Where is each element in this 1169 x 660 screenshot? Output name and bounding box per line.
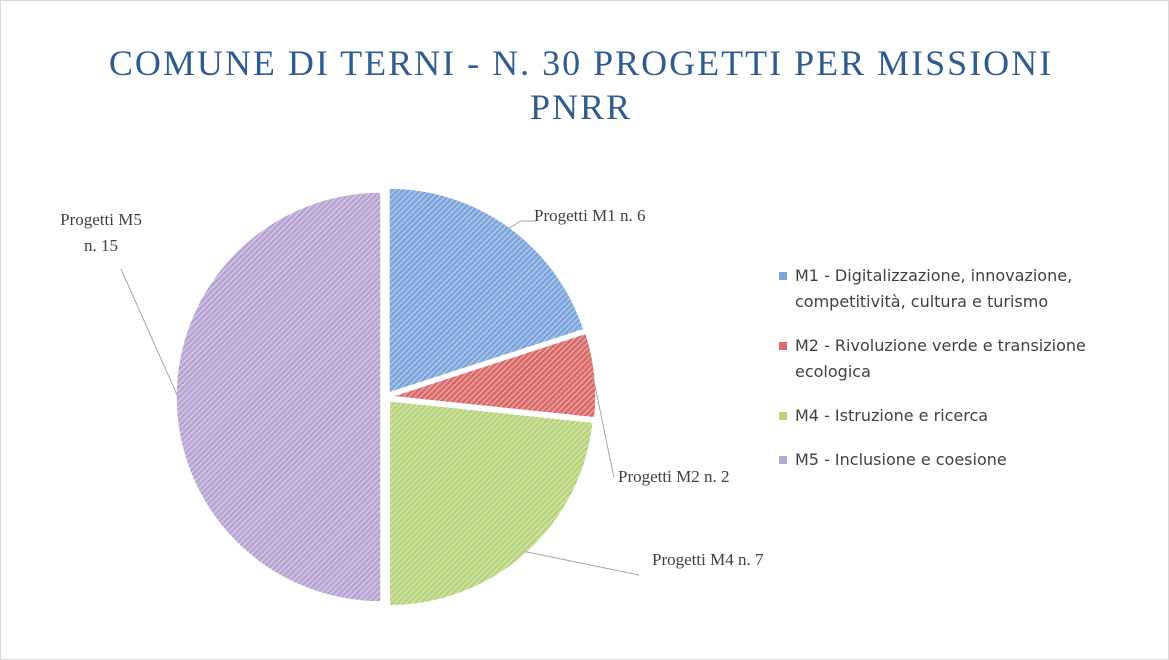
legend-label: M2 - Rivoluzione verde e transizione eco… bbox=[795, 336, 1086, 381]
legend-swatch bbox=[779, 412, 787, 420]
leader-line bbox=[525, 551, 640, 576]
chart-title: COMUNE DI TERNI - N. 30 PROGETTI PER MIS… bbox=[108, 43, 1054, 127]
pie-slice bbox=[388, 187, 585, 394]
legend-item: M1 - Digitalizzazione, innovazione, comp… bbox=[779, 263, 1159, 315]
legend-swatch bbox=[779, 272, 787, 280]
data-label: Progetti M5 n. 15 bbox=[60, 210, 142, 255]
pie-slice bbox=[388, 399, 595, 607]
legend: M1 - Digitalizzazione, innovazione, comp… bbox=[779, 263, 1159, 491]
legend-swatch bbox=[779, 456, 787, 464]
legend-label: M1 - Digitalizzazione, innovazione, comp… bbox=[795, 266, 1073, 311]
legend-item: M2 - Rivoluzione verde e transizione eco… bbox=[779, 333, 1159, 385]
pie-slice bbox=[390, 332, 597, 419]
leader-line bbox=[592, 375, 615, 479]
legend-item: M4 - Istruzione e ricerca bbox=[779, 403, 1159, 429]
pie-slice bbox=[175, 191, 382, 603]
data-label: Progetti M1 n. 6 bbox=[534, 206, 646, 225]
data-label: Progetti M2 n. 2 bbox=[618, 467, 730, 486]
leader-line bbox=[508, 220, 536, 230]
legend-label: M4 - Istruzione e ricerca bbox=[795, 406, 989, 425]
legend-swatch bbox=[779, 342, 787, 350]
legend-label: M5 - Inclusione e coesione bbox=[795, 450, 1007, 469]
data-label: Progetti M4 n. 7 bbox=[652, 550, 764, 569]
legend-item: M5 - Inclusione e coesione bbox=[779, 447, 1159, 473]
leader-line bbox=[120, 268, 179, 398]
